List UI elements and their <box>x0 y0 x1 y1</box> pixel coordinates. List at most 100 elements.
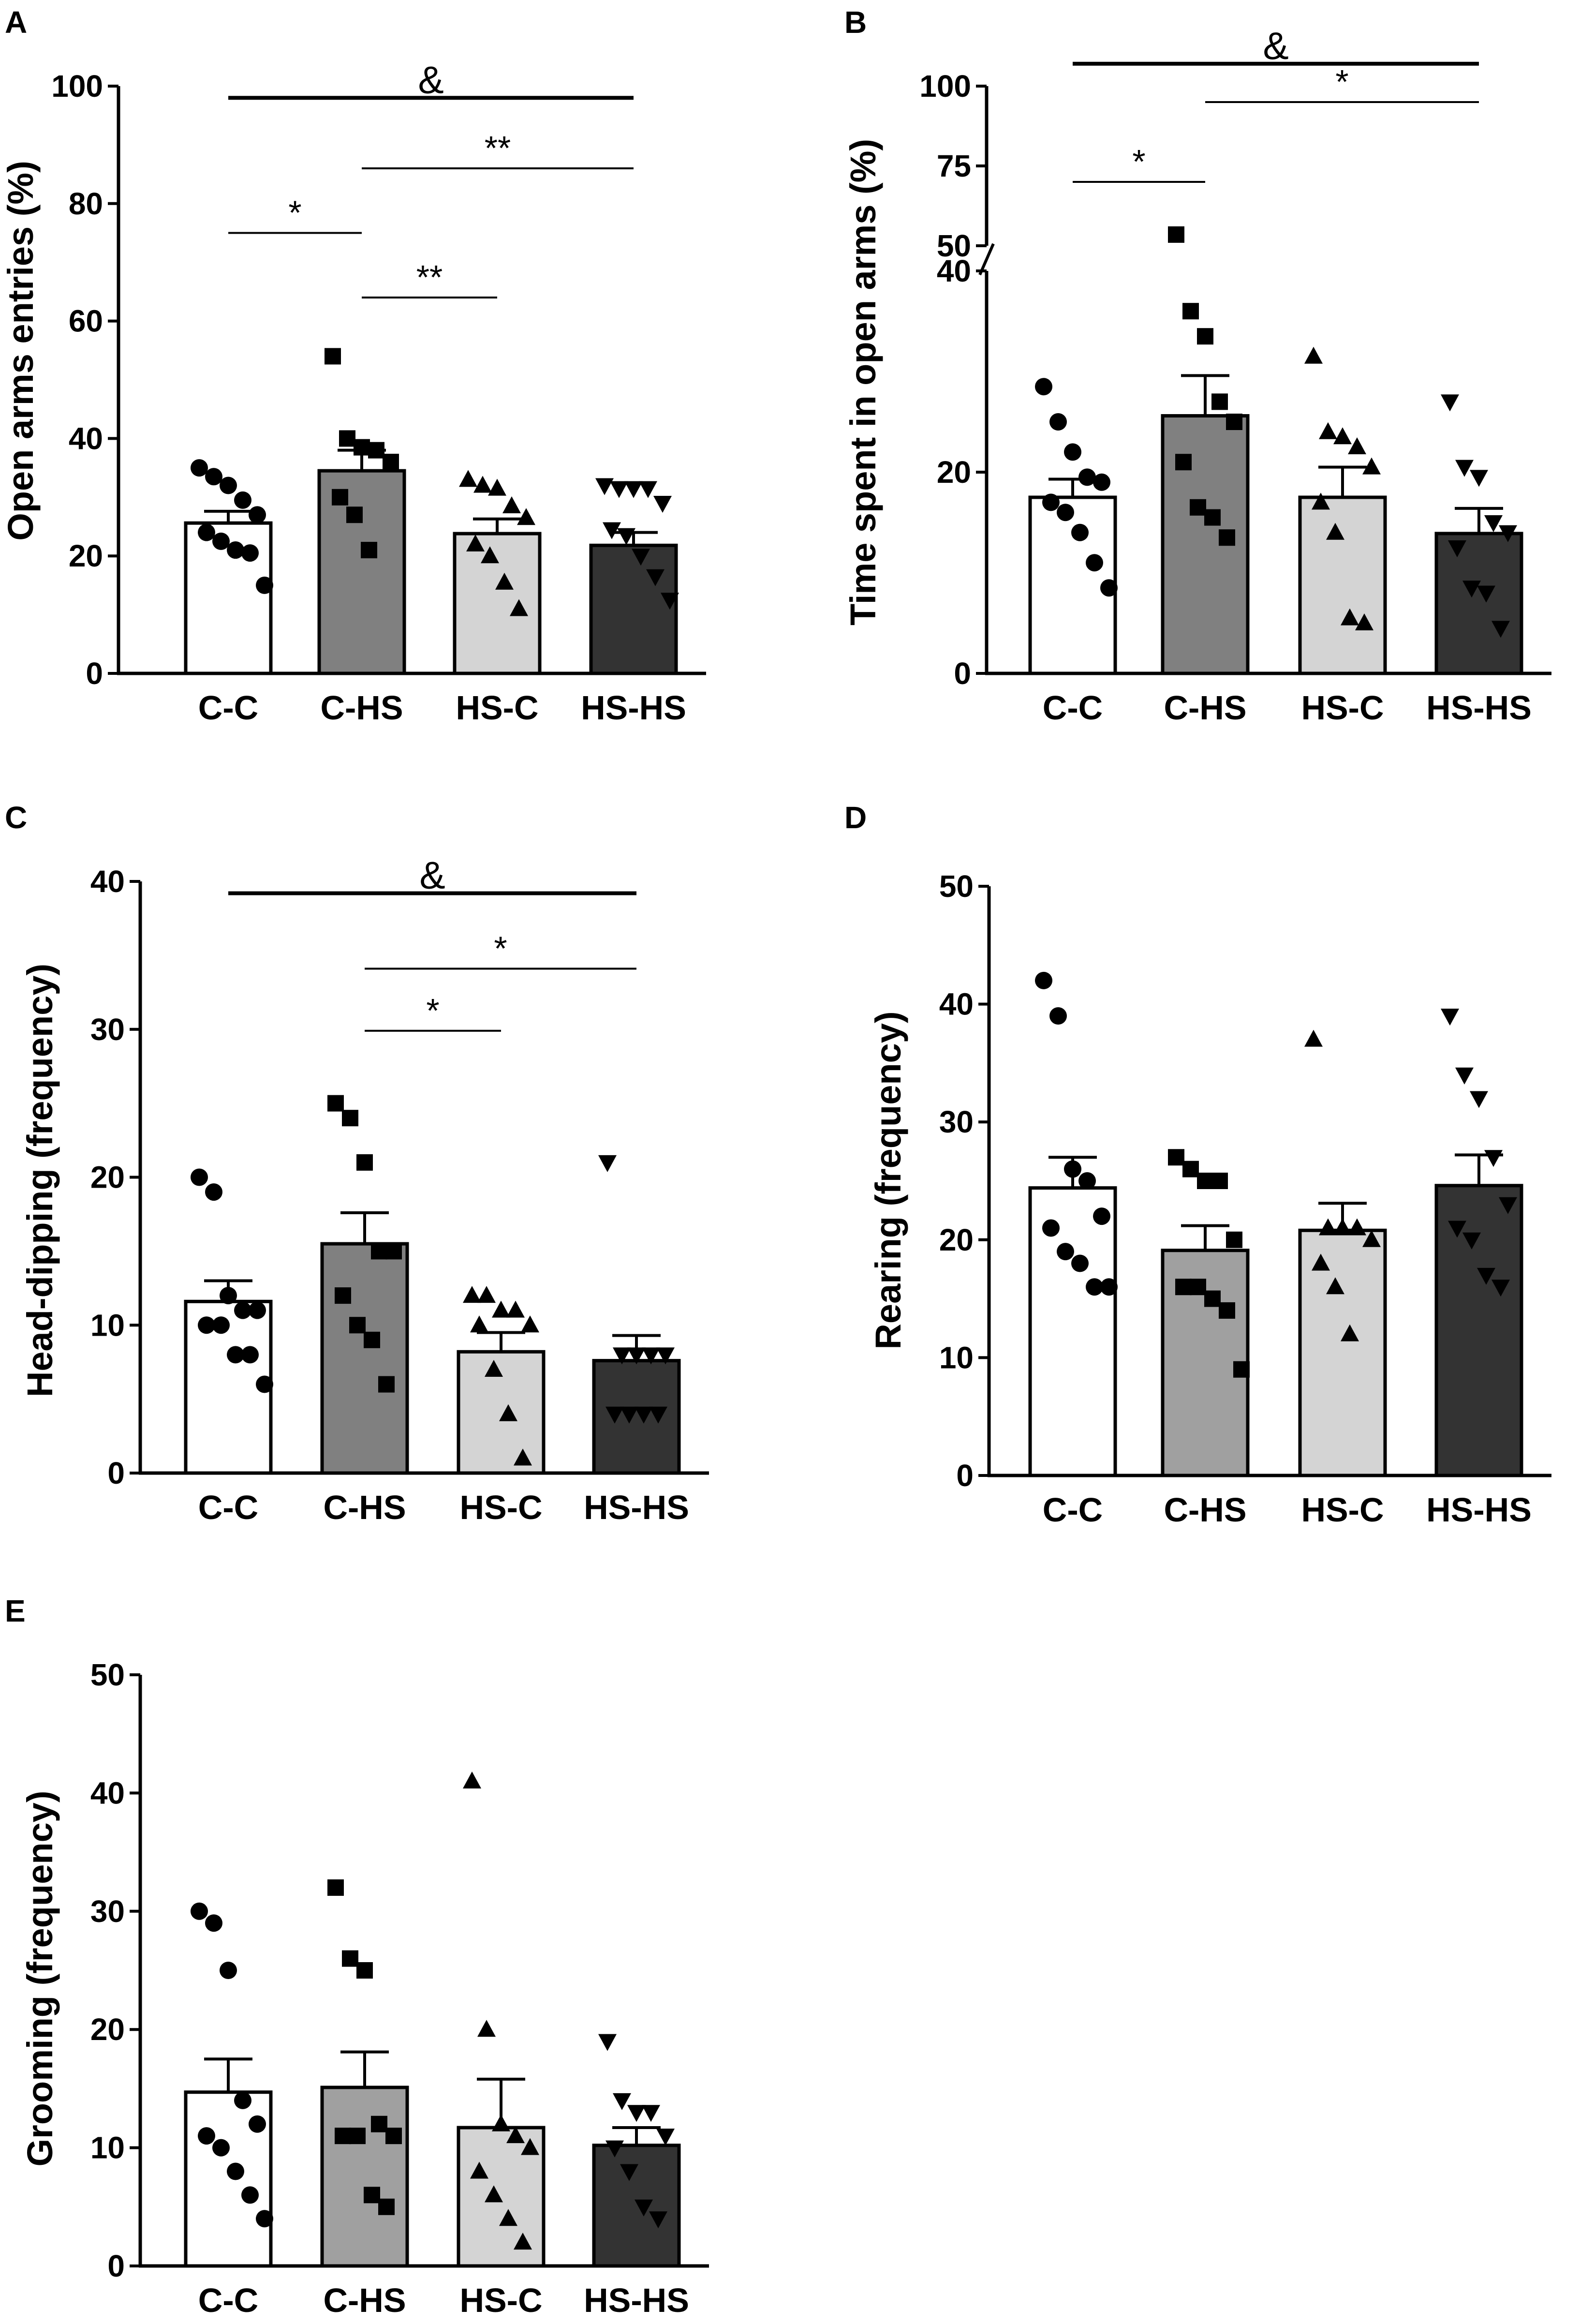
data-point-e-c-c <box>256 2210 273 2228</box>
data-point-a-hs-c <box>502 496 521 514</box>
category-label-b-hs-c: HS-C <box>1301 689 1384 727</box>
data-point-d-c-hs <box>1233 1361 1250 1378</box>
data-point-e-c-c <box>191 1902 208 1920</box>
category-label-c-hs-c: HS-C <box>459 1489 542 1526</box>
category-label-d-hs-c: HS-C <box>1301 1491 1384 1529</box>
y-tick-label-a-0: 0 <box>86 656 103 691</box>
data-point-e-c-hs <box>335 2128 351 2145</box>
data-point-b-c-hs <box>1190 499 1206 516</box>
y-tick-label-e-0: 0 <box>107 2249 125 2283</box>
data-point-c-hs-c <box>485 1359 503 1377</box>
data-point-a-hs-hs <box>603 522 621 539</box>
panel-c: C Head-dipping (frequency) 0 10 20 30 40 C-C C… <box>5 800 709 1526</box>
data-point-a-c-hs <box>339 430 355 447</box>
data-point-c-hs-c <box>470 1315 488 1333</box>
data-point-b-c-hs <box>1197 328 1213 345</box>
data-point-d-c-hs <box>1182 1161 1199 1177</box>
data-point-c-hs-c <box>514 1448 532 1466</box>
data-point-e-c-c <box>227 2162 244 2180</box>
data-point-d-hs-hs <box>1448 1221 1466 1238</box>
data-point-b-c-hs <box>1168 226 1184 243</box>
data-point-d-c-c <box>1064 1160 1081 1178</box>
data-point-a-hs-c <box>517 508 535 525</box>
panel-d: D Rearing (frequency) 0 10 20 30 40 50 C-C C-HS… <box>844 800 1551 1529</box>
data-point-b-hs-hs <box>1484 515 1503 532</box>
y-axis-title-d: Rearing (frequency) <box>868 1011 908 1349</box>
data-point-b-hs-c <box>1355 613 1373 630</box>
significance-label-a-3: ** <box>416 258 443 296</box>
category-label-a-hs-c: HS-C <box>456 689 538 727</box>
y-tick-label-d-20: 20 <box>939 1222 974 1257</box>
data-point-e-c-hs <box>356 1962 373 1979</box>
data-point-c-c-c <box>220 1287 237 1305</box>
category-label-a-c-c: C-C <box>198 689 258 727</box>
data-point-e-hs-hs <box>620 2164 638 2181</box>
significance-label-b-1: * <box>1335 63 1348 101</box>
significance-label-a-1: ** <box>485 129 511 167</box>
panel-a: A Open arms entries (%) 0 20 40 60 80 100 C-C C… <box>0 5 706 727</box>
data-point-d-c-c <box>1042 1219 1060 1237</box>
data-point-b-hs-hs <box>1499 525 1517 542</box>
data-point-c-c-c <box>249 1301 266 1319</box>
data-point-b-hs-c <box>1341 608 1359 626</box>
category-label-c-c-hs: C-HS <box>323 1489 406 1526</box>
data-point-b-hs-c <box>1319 422 1337 439</box>
data-point-d-hs-hs <box>1441 1008 1459 1026</box>
category-label-e-hs-hs: HS-HS <box>584 2281 689 2319</box>
data-point-a-c-hs <box>361 542 377 559</box>
panel-label-c: C <box>5 800 27 835</box>
data-point-b-hs-c <box>1312 492 1330 510</box>
category-label-b-c-hs: C-HS <box>1164 689 1246 727</box>
data-point-d-c-hs <box>1190 1279 1206 1296</box>
data-point-a-c-c <box>191 459 208 477</box>
y-axis-title-b: Time spent in open arms (%) <box>843 139 883 626</box>
category-label-a-c-hs: C-HS <box>320 689 403 727</box>
data-point-d-hs-c <box>1333 1218 1352 1236</box>
data-point-c-c-c <box>198 1316 215 1334</box>
data-point-b-c-c <box>1086 554 1103 572</box>
data-point-c-hs-hs <box>627 1347 646 1365</box>
data-point-d-hs-hs <box>1455 1067 1474 1085</box>
data-point-c-c-c <box>227 1346 244 1364</box>
data-point-b-hs-c <box>1362 457 1381 475</box>
significance-label-b-0: & <box>1263 24 1288 67</box>
data-point-c-c-c <box>241 1346 259 1364</box>
y-tick-label-a-80: 80 <box>69 186 103 221</box>
data-point-e-hs-c <box>463 1771 481 1788</box>
data-point-d-c-c <box>1078 1172 1096 1190</box>
data-point-b-c-hs <box>1211 393 1228 410</box>
data-point-b-c-hs <box>1219 529 1235 546</box>
data-point-b-c-hs <box>1204 509 1221 526</box>
data-point-b-c-c <box>1064 443 1081 461</box>
data-point-e-hs-c <box>506 2126 525 2144</box>
category-label-c-c-c: C-C <box>198 1489 258 1526</box>
data-point-e-hs-c <box>514 2233 532 2250</box>
significance-label-c-0: & <box>419 853 445 896</box>
data-point-b-c-hs <box>1175 454 1192 471</box>
data-point-e-c-c <box>234 2091 251 2109</box>
data-point-a-hs-hs <box>595 478 614 495</box>
data-point-b-c-c <box>1049 413 1067 431</box>
data-point-c-c-hs <box>349 1317 366 1334</box>
y-tick-label-a-100: 100 <box>51 69 103 104</box>
category-label-e-c-hs: C-HS <box>323 2281 406 2319</box>
data-point-e-hs-c <box>521 2138 539 2155</box>
data-point-a-hs-c <box>488 478 506 496</box>
data-point-c-c-c <box>191 1168 208 1186</box>
y-tick-label-e-10: 10 <box>90 2130 125 2165</box>
data-point-a-hs-hs <box>617 528 635 545</box>
data-point-b-hs-hs <box>1491 621 1510 638</box>
y-tick-label-e-40: 40 <box>90 1775 125 1810</box>
data-point-c-c-c <box>234 1301 251 1319</box>
data-point-c-hs-c <box>492 1300 510 1318</box>
data-point-c-hs-hs <box>656 1347 675 1365</box>
data-point-c-hs-hs <box>598 1155 617 1172</box>
data-point-d-hs-c <box>1362 1230 1381 1247</box>
data-point-a-hs-c <box>510 599 528 616</box>
panel-e: E Grooming (frequency) 0 10 20 30 40 50 C-C C-H… <box>5 1594 709 2319</box>
data-point-e-c-c <box>198 2127 215 2145</box>
data-point-c-c-hs <box>327 1095 344 1112</box>
data-point-d-hs-hs <box>1470 1091 1488 1108</box>
data-point-d-hs-c <box>1304 1029 1323 1047</box>
